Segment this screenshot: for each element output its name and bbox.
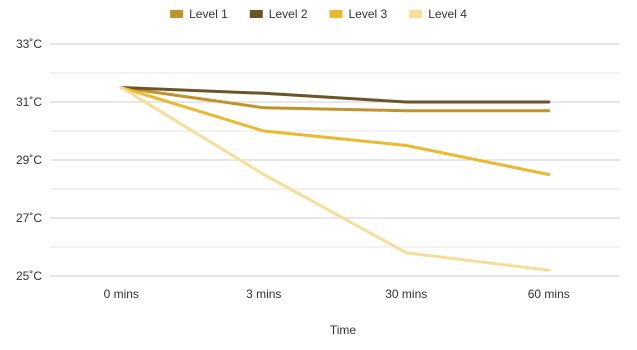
legend-label: Level 4: [428, 7, 467, 21]
legend-swatch: [249, 10, 263, 18]
y-tick-label: 29˚C: [16, 153, 42, 167]
x-tick-label: 60 mins: [528, 287, 570, 301]
y-tick-label: 33˚C: [16, 37, 42, 51]
series-line-level-4: [119, 86, 551, 272]
legend-label: Level 1: [189, 7, 228, 21]
series-lines: [119, 86, 551, 272]
series-line-level-2: [119, 86, 551, 104]
x-tick-label: 3 mins: [246, 287, 281, 301]
x-axis-ticks: 0 mins 3 mins 30 mins 60 mins: [104, 287, 570, 301]
x-axis-label: Time: [330, 323, 357, 337]
gridlines: [50, 43, 620, 277]
x-tick-label: 0 mins: [104, 287, 139, 301]
legend: Level 1 Level 2 Level 3 Level 4: [170, 7, 467, 21]
x-tick-label: 30 mins: [385, 287, 427, 301]
legend-label: Level 3: [349, 7, 388, 21]
legend-swatch: [329, 10, 343, 18]
y-axis-ticks: 25˚C 27˚C 29˚C 31˚C 33˚C: [16, 37, 42, 283]
series-line-level-3: [119, 86, 551, 176]
legend-swatch: [170, 10, 184, 18]
y-tick-label: 31˚C: [16, 95, 42, 109]
legend-swatch: [409, 10, 423, 18]
series-line-level-1: [119, 86, 551, 113]
y-tick-label: 25˚C: [16, 269, 42, 283]
legend-label: Level 2: [269, 7, 308, 21]
y-tick-label: 27˚C: [16, 211, 42, 225]
